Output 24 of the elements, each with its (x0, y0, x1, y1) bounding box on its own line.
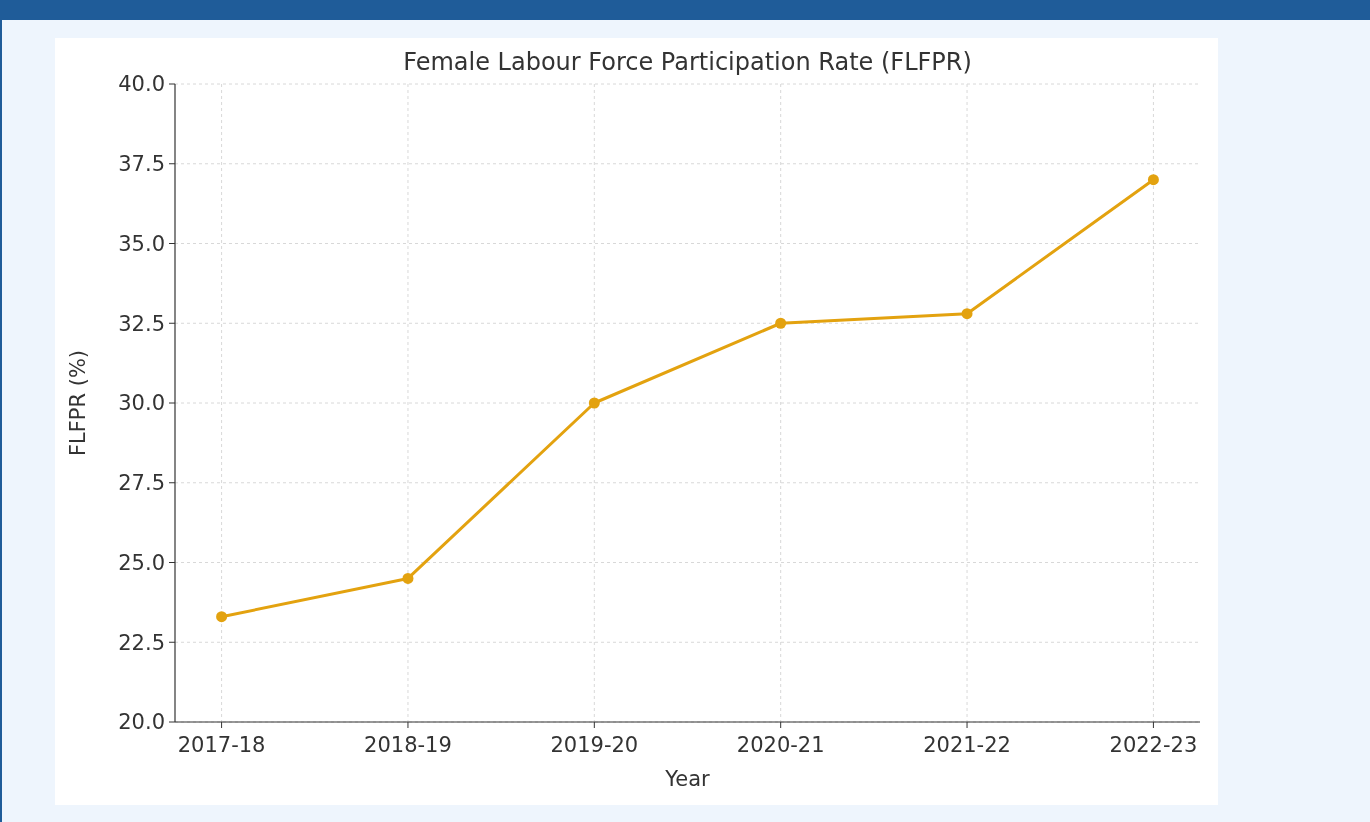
y-tick-label: 27.5 (118, 471, 165, 496)
x-tick-label: 2017-18 (177, 733, 266, 757)
y-tick-label: 37.5 (118, 152, 165, 177)
y-tick-label: 20.0 (118, 710, 165, 735)
point (961, 308, 973, 320)
chart-title: Female Labour Force Participation Rate (FLFPR) (403, 48, 972, 76)
point (775, 317, 787, 329)
x-axis-title: Year (664, 767, 711, 791)
y-tick-label: 40.0 (118, 72, 165, 97)
y-tick-label: 25.0 (118, 550, 165, 575)
y-axis-title: FLFPR (%) (66, 349, 90, 457)
y-tick-label: 30.0 (118, 391, 165, 416)
point (402, 572, 414, 584)
point (588, 397, 600, 409)
x-tick-label: 2019-20 (550, 733, 639, 757)
x-tick-label: 2022-23 (1109, 733, 1198, 757)
point (216, 611, 228, 623)
y-tick-label: 22.5 (118, 630, 165, 655)
point (1147, 174, 1159, 186)
x-tick-label: 2020-21 (736, 733, 825, 757)
y-tick-label: 35.0 (118, 231, 165, 256)
y-tick-label: 32.5 (118, 311, 165, 336)
x-tick-label: 2021-22 (923, 733, 1011, 757)
x-tick-label: 2018-19 (364, 733, 452, 757)
